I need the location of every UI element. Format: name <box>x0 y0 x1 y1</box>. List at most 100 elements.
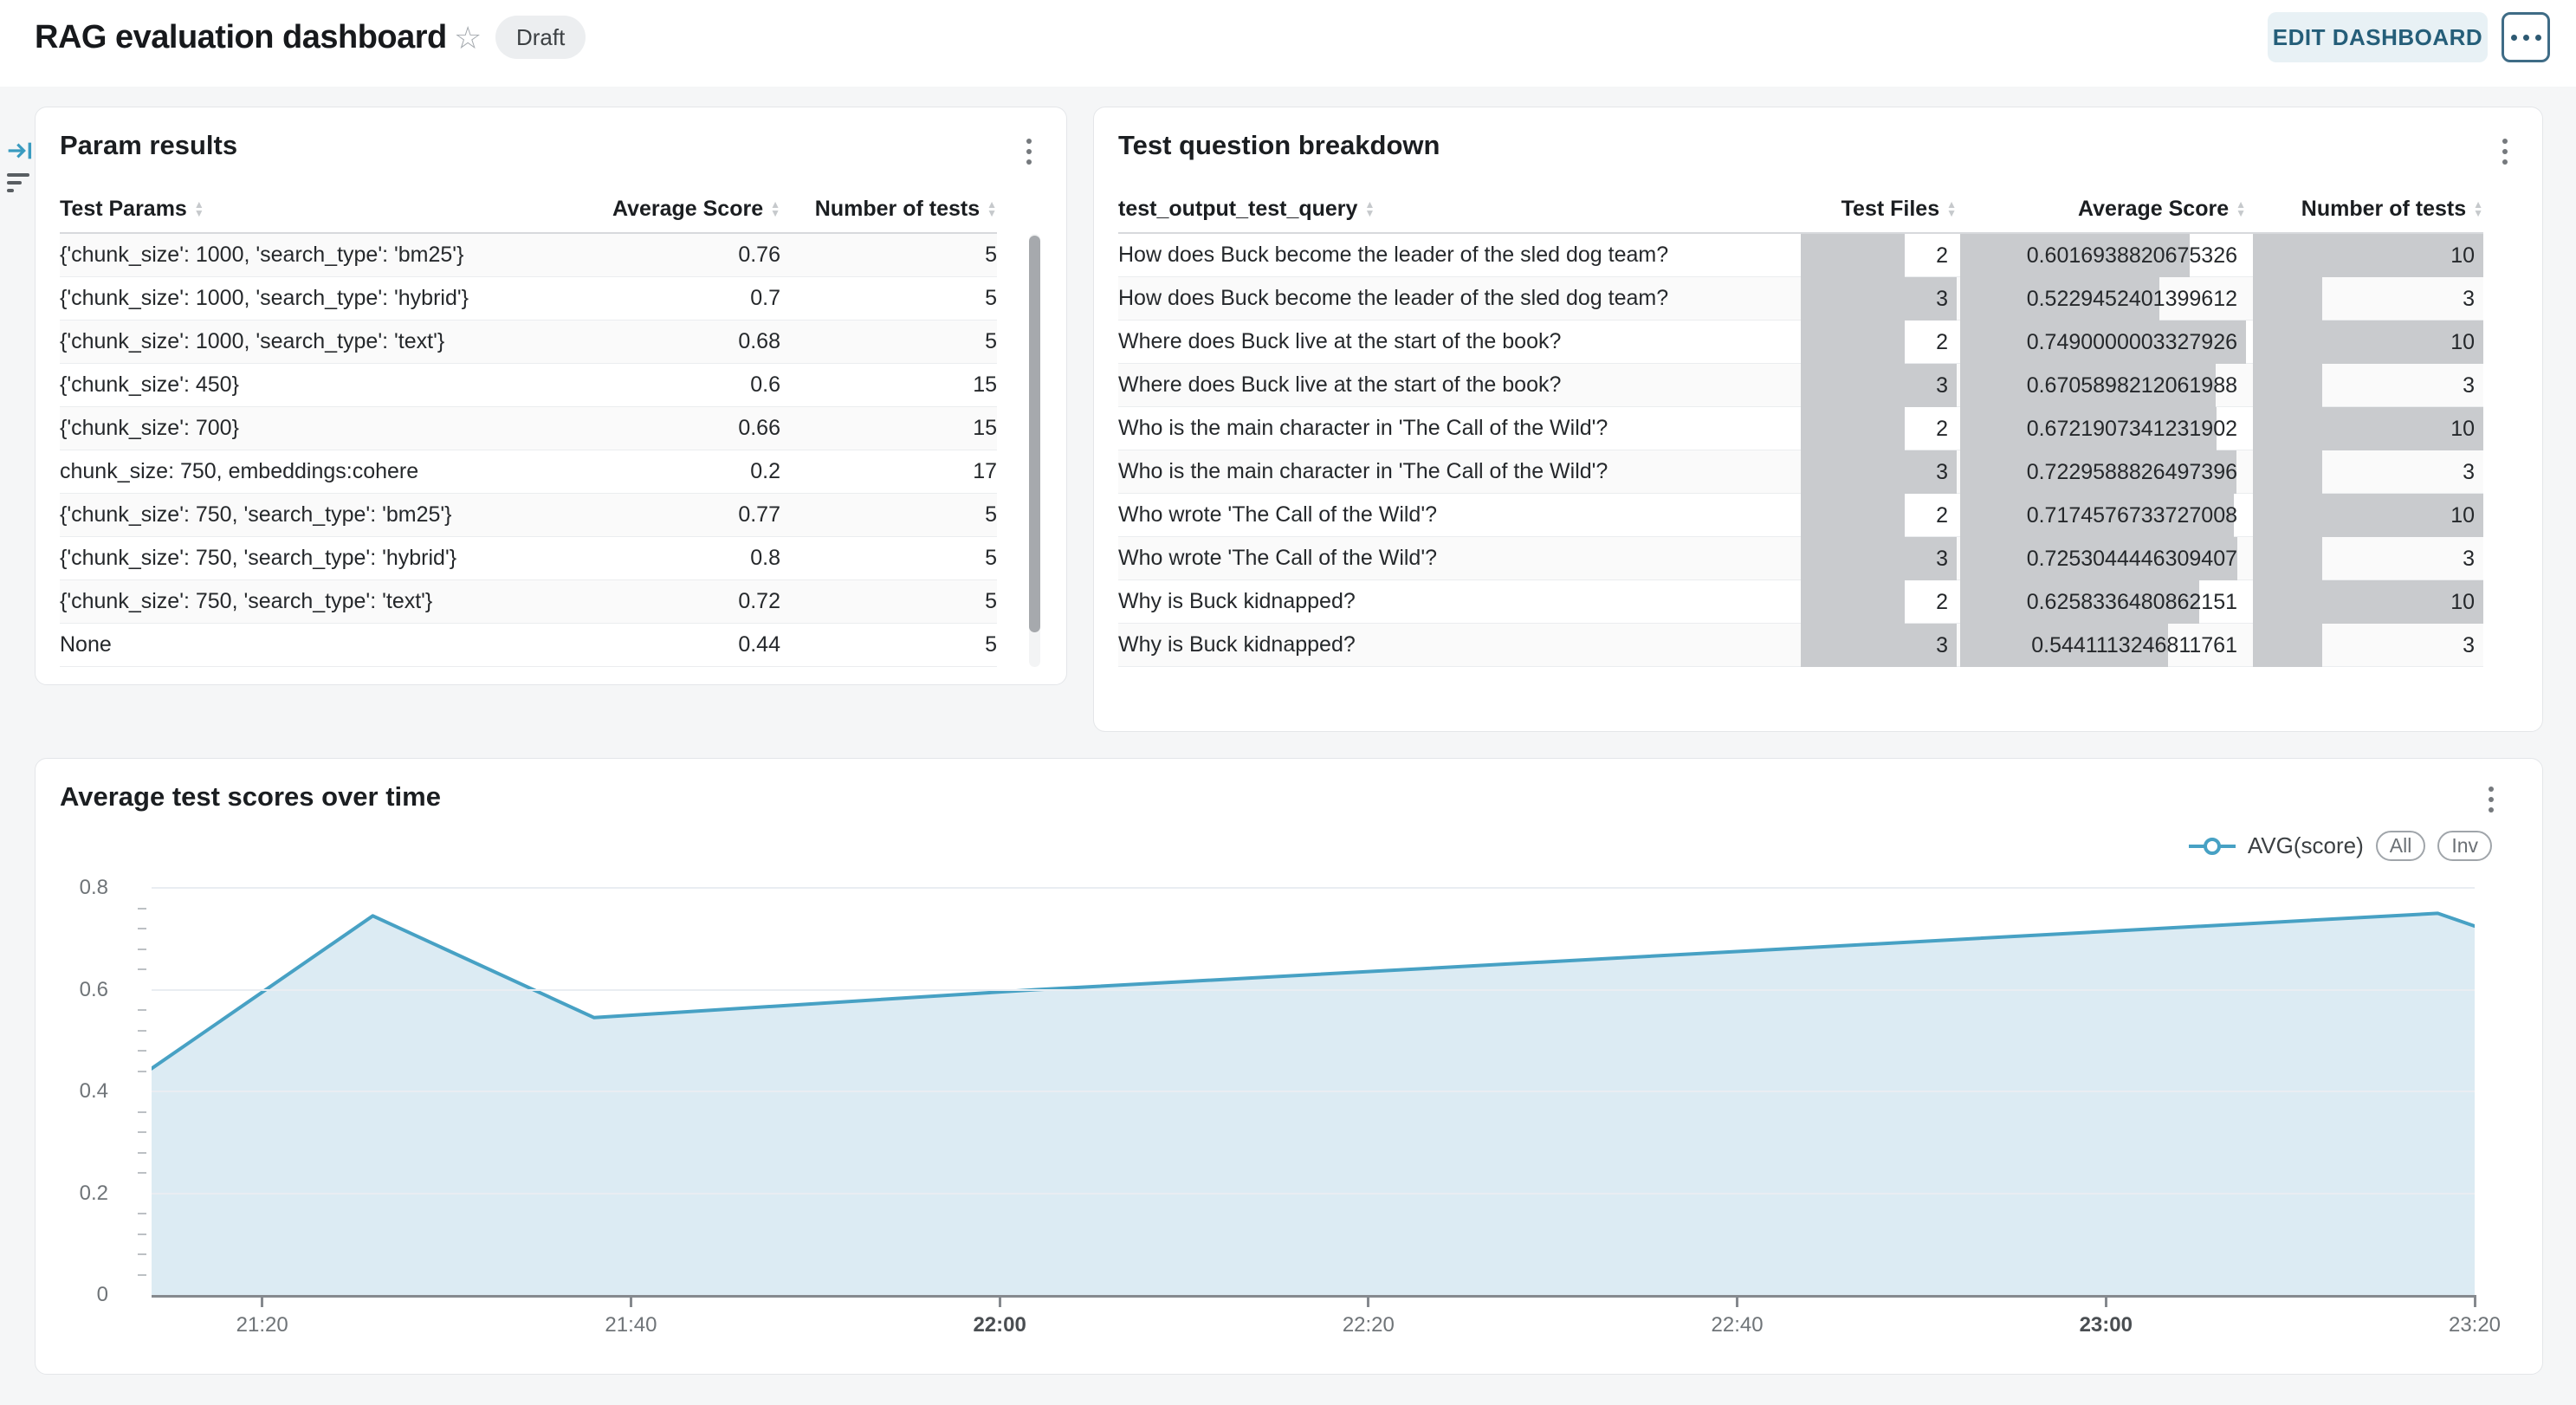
cell-number-of-tests: 15 <box>973 372 997 397</box>
cell-number-of-tests: 10 <box>2253 493 2483 537</box>
filter-bar <box>7 189 14 192</box>
column-header-test-params[interactable]: Test Params ▲ ▼ <box>60 196 204 221</box>
legend-inverse-button[interactable]: Inv <box>2437 831 2492 861</box>
cell-average-score: 0.44 <box>738 632 780 657</box>
cell-average-score: 0.7253044446309407 <box>1960 536 2246 580</box>
cell-value: 0.7229588826497396 <box>2026 459 2237 484</box>
cell-value: 0.7490000003327926 <box>2026 329 2237 354</box>
line-series-icon[interactable] <box>2188 836 2236 857</box>
data-bar <box>1801 579 1905 624</box>
data-bar <box>1960 276 2160 320</box>
cell-number-of-tests: 10 <box>2253 579 2483 624</box>
column-header-average-score[interactable]: Average Score ▲ ▼ <box>2077 196 2246 221</box>
filter-bar <box>7 173 29 177</box>
cell-number-of-tests: 5 <box>985 546 997 570</box>
table-row[interactable]: How does Buck become the leader of the s… <box>1118 233 2483 277</box>
cell-value: 3 <box>1936 632 1948 657</box>
table-row[interactable]: {'chunk_size': 1000, 'search_type': 'tex… <box>60 320 997 364</box>
cell-test-params: {'chunk_size': 700} <box>60 416 239 440</box>
cell-average-score: 0.6016938820675326 <box>1960 233 2246 277</box>
cell-test-params: None <box>60 632 112 657</box>
cell-number-of-tests: 5 <box>985 286 997 310</box>
cell-test-query: Who wrote 'The Call of the Wild'? <box>1118 502 1438 527</box>
cell-average-score: 0.7 <box>750 286 780 310</box>
data-bar <box>1801 493 1905 537</box>
collapse-right-icon[interactable] <box>5 137 35 165</box>
table-scrollbar[interactable] <box>1029 234 1040 667</box>
column-header-test-query[interactable]: test_output_test_query ▲ ▼ <box>1118 196 1375 221</box>
more-options-button[interactable] <box>2502 12 2550 62</box>
cell-test-query: Who wrote 'The Call of the Wild'? <box>1118 546 1438 570</box>
table-row[interactable]: {'chunk_size': 450} 0.6 15 <box>60 364 997 407</box>
plot-area[interactable] <box>152 887 2475 1295</box>
table-row[interactable]: Why is Buck kidnapped? 2 0.625833648086215… <box>1118 579 2483 624</box>
table-row[interactable]: Who is the main character in 'The Call o… <box>1118 450 2483 494</box>
table-row[interactable]: {'chunk_size': 750, 'search_type': 'hybr… <box>60 537 997 580</box>
x-axis-tick <box>2104 1298 2107 1307</box>
scrollbar-thumb[interactable] <box>1029 236 1040 632</box>
x-axis-label: 23:00 <box>2079 1313 2133 1337</box>
data-bar <box>1801 276 1957 320</box>
cell-test-files: 3 <box>1801 623 1957 667</box>
column-header-average-score[interactable]: Average Score ▲ ▼ <box>612 196 780 221</box>
table-row[interactable]: {'chunk_size': 750, 'search_type': 'text… <box>60 580 997 624</box>
table-row[interactable]: Where does Buck live at the start of the… <box>1118 363 2483 407</box>
x-axis-label: 22:20 <box>1342 1313 1395 1337</box>
column-header-number-of-tests[interactable]: Number of tests ▲ ▼ <box>2301 196 2483 221</box>
series-line <box>152 911 2475 1071</box>
column-header-test-files[interactable]: Test Files ▲ ▼ <box>1841 196 1957 221</box>
y-axis-label: 0.4 <box>79 1079 108 1103</box>
filter-bar <box>7 181 22 185</box>
cell-value: 3 <box>1936 286 1948 311</box>
dot <box>2510 34 2517 41</box>
filter-icon[interactable] <box>7 173 29 192</box>
cell-value: 3 <box>2463 459 2475 484</box>
x-axis-tick <box>1367 1298 1370 1307</box>
table-row[interactable]: Who is the main character in 'The Call o… <box>1118 406 2483 450</box>
table-row[interactable]: {'chunk_size': 1000, 'search_type': 'hyb… <box>60 277 997 320</box>
legend-series-label[interactable]: AVG(score) <box>2247 832 2364 858</box>
table-row[interactable]: How does Buck become the leader of the s… <box>1118 276 2483 320</box>
legend-all-button[interactable]: All <box>2375 831 2426 861</box>
table-row[interactable]: None 0.44 5 <box>60 624 997 667</box>
cell-average-score: 0.77 <box>738 502 780 527</box>
cell-test-params: chunk_size: 750, embeddings:cohere <box>60 459 419 483</box>
x-axis-label: 21:20 <box>236 1313 288 1337</box>
cell-average-score: 0.2 <box>750 459 780 483</box>
y-minor-tick <box>138 928 146 929</box>
cell-average-score: 0.5229452401399612 <box>1960 276 2246 320</box>
cell-number-of-tests: 10 <box>2253 320 2483 364</box>
cell-value: 0.7253044446309407 <box>2026 546 2237 571</box>
data-bar <box>1801 536 1957 580</box>
y-minor-tick <box>138 907 146 910</box>
cell-value: 3 <box>2463 546 2475 571</box>
kebab-menu-icon[interactable] <box>2499 135 2511 168</box>
y-minor-tick <box>138 1131 146 1133</box>
sort-icon: ▲ ▼ <box>2473 198 2483 219</box>
column-header-number-of-tests[interactable]: Number of tests ▲ ▼ <box>814 196 997 221</box>
table-row[interactable]: Where does Buck live at the start of the… <box>1118 320 2483 364</box>
y-axis-label: 0 <box>96 1283 108 1306</box>
data-bar <box>1960 493 2235 537</box>
x-axis-tick <box>261 1298 264 1307</box>
table-row[interactable]: chunk_size: 750, embeddings:cohere 0.2 17 <box>60 450 997 494</box>
cell-average-score: 0.7490000003327926 <box>1960 320 2246 364</box>
chart-card: Average test scores over time AVG(score)… <box>35 758 2543 1375</box>
kebab-menu-icon[interactable] <box>2485 783 2497 816</box>
top-bar: RAG evaluation dashboard ☆ Draft EDIT DA… <box>0 0 2576 87</box>
data-bar <box>1960 363 2217 407</box>
table-row[interactable]: {'chunk_size': 1000, 'search_type': 'bm2… <box>60 234 997 277</box>
edit-dashboard-button[interactable]: EDIT DASHBOARD <box>2268 12 2488 62</box>
table-row[interactable]: {'chunk_size': 700} 0.66 15 <box>60 407 997 450</box>
data-bar <box>1801 450 1957 494</box>
table-row[interactable]: Who wrote 'The Call of the Wild'? 3 0.7253… <box>1118 536 2483 580</box>
table-row[interactable]: Why is Buck kidnapped? 3 0.544111324681176… <box>1118 623 2483 667</box>
kebab-menu-icon[interactable] <box>1023 135 1035 168</box>
cell-average-score: 0.66 <box>738 416 780 440</box>
data-bar <box>2253 623 2322 667</box>
table-row[interactable]: Who wrote 'The Call of the Wild'? 2 0.7174… <box>1118 493 2483 537</box>
table-row[interactable]: {'chunk_size': 750, 'search_type': 'bm25… <box>60 494 997 537</box>
star-icon[interactable]: ☆ <box>454 20 482 55</box>
y-minor-tick <box>138 1253 146 1255</box>
cell-average-score: 0.6 <box>750 372 780 397</box>
